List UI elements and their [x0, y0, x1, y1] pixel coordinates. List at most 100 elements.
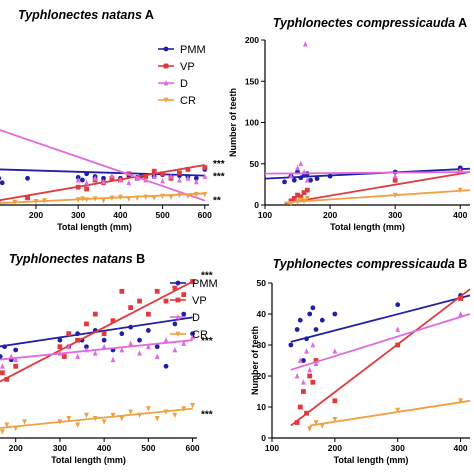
data-point-d	[75, 177, 81, 183]
data-point-vp	[395, 342, 401, 348]
trend-line-d	[0, 129, 206, 202]
data-point-cr	[154, 416, 160, 422]
x-tick-label: 200	[323, 210, 337, 220]
data-point-pmm	[193, 175, 199, 181]
data-point-pmm	[0, 180, 5, 186]
data-point-d	[172, 346, 178, 353]
data-point-vp	[458, 296, 463, 301]
series-d	[290, 311, 471, 385]
x-tick-label: 400	[453, 210, 467, 220]
data-point-vp	[137, 298, 142, 304]
data-point-d	[298, 160, 304, 167]
legend-marker-d	[175, 314, 181, 320]
data-area	[0, 279, 195, 435]
x-tick-label: 600	[185, 443, 199, 453]
data-point-vp	[25, 195, 30, 201]
series-vp	[0, 164, 208, 202]
data-point-cr	[13, 425, 19, 432]
data-point-d	[92, 175, 98, 181]
data-point-vp	[190, 279, 195, 284]
data-point-d	[145, 343, 151, 350]
legend-label-vp: VP	[180, 61, 195, 73]
data-point-pmm	[313, 327, 319, 332]
y-tick-label: 20	[257, 371, 267, 381]
data-point-cr	[395, 407, 401, 414]
data-point-cr	[137, 412, 142, 419]
data-point-d	[0, 363, 5, 369]
x-tick-label: 100	[265, 443, 279, 453]
x-tick-label: 200	[9, 443, 23, 453]
data-point-cr	[168, 194, 174, 200]
data-area	[265, 41, 471, 207]
data-point-cr	[185, 193, 191, 200]
significance-label: **	[213, 195, 221, 206]
data-point-vp	[75, 184, 81, 190]
chart-title: Typhlonectes compressicauda A	[273, 16, 467, 30]
data-point-pmm	[298, 175, 304, 181]
x-axis-label: Total length (mm)	[57, 222, 132, 232]
data-point-d	[163, 337, 169, 343]
data-point-d	[109, 172, 115, 179]
data-point-vp	[392, 177, 398, 183]
data-point-cr	[392, 192, 398, 199]
data-point-vp	[332, 398, 338, 404]
data-point-pmm	[310, 305, 316, 311]
series-cr	[284, 187, 471, 207]
significance-label: ***	[201, 336, 213, 347]
chart-title-suffix: B	[455, 257, 468, 271]
data-point-vp	[0, 370, 5, 376]
data-point-cr	[190, 403, 195, 409]
x-tick-label: 200	[328, 443, 342, 453]
data-point-d	[137, 350, 142, 356]
data-point-vp	[160, 171, 165, 177]
data-point-cr	[80, 196, 85, 202]
data-point-cr	[288, 200, 294, 207]
series-pmm	[288, 293, 471, 363]
data-point-cr	[109, 195, 115, 201]
data-point-d	[310, 342, 316, 348]
data-point-vp	[291, 196, 297, 201]
data-point-d	[392, 173, 398, 179]
data-point-vp	[154, 288, 160, 294]
data-point-d	[119, 346, 125, 353]
data-point-d	[185, 175, 191, 181]
data-point-cr	[84, 197, 90, 203]
data-point-cr	[42, 198, 47, 204]
series-vp	[290, 288, 471, 427]
data-point-vp	[109, 175, 115, 181]
data-point-cr	[307, 426, 313, 432]
data-point-cr	[181, 406, 187, 412]
data-point-d	[143, 177, 149, 183]
trend-line-d	[265, 171, 471, 175]
data-point-pmm	[304, 336, 309, 342]
legend-marker-cr	[163, 97, 169, 103]
series-d	[0, 333, 195, 369]
data-point-cr	[458, 398, 463, 404]
data-point-d	[458, 311, 463, 317]
data-point-cr	[75, 197, 81, 203]
data-point-pmm	[301, 358, 306, 363]
data-point-d	[13, 356, 19, 363]
data-point-cr	[92, 196, 98, 202]
y-axis-label: Number of teeth	[228, 88, 238, 157]
data-point-cr	[457, 187, 463, 194]
data-point-pmm	[154, 344, 160, 350]
x-tick-label: 200	[29, 210, 43, 220]
data-point-d	[66, 343, 72, 350]
y-tick-label: 0	[254, 200, 259, 210]
y-axis-label: Number of teeth	[250, 326, 260, 395]
data-point-cr	[75, 422, 80, 428]
data-point-d	[307, 366, 313, 373]
legend-marker-vp	[175, 297, 181, 303]
data-point-vp	[310, 379, 316, 385]
chart-panel-1: Typhlonectes natans A 200 300 400 500 600 Tota…	[0, 8, 225, 232]
data-point-cr	[295, 199, 300, 205]
data-point-d	[395, 326, 401, 332]
data-point-cr	[177, 192, 182, 199]
data-point-d	[101, 178, 106, 185]
data-point-cr	[128, 409, 134, 415]
legend-marker-pmm	[163, 46, 169, 52]
data-point-cr	[0, 200, 2, 204]
legend-label-d: D	[192, 312, 200, 324]
